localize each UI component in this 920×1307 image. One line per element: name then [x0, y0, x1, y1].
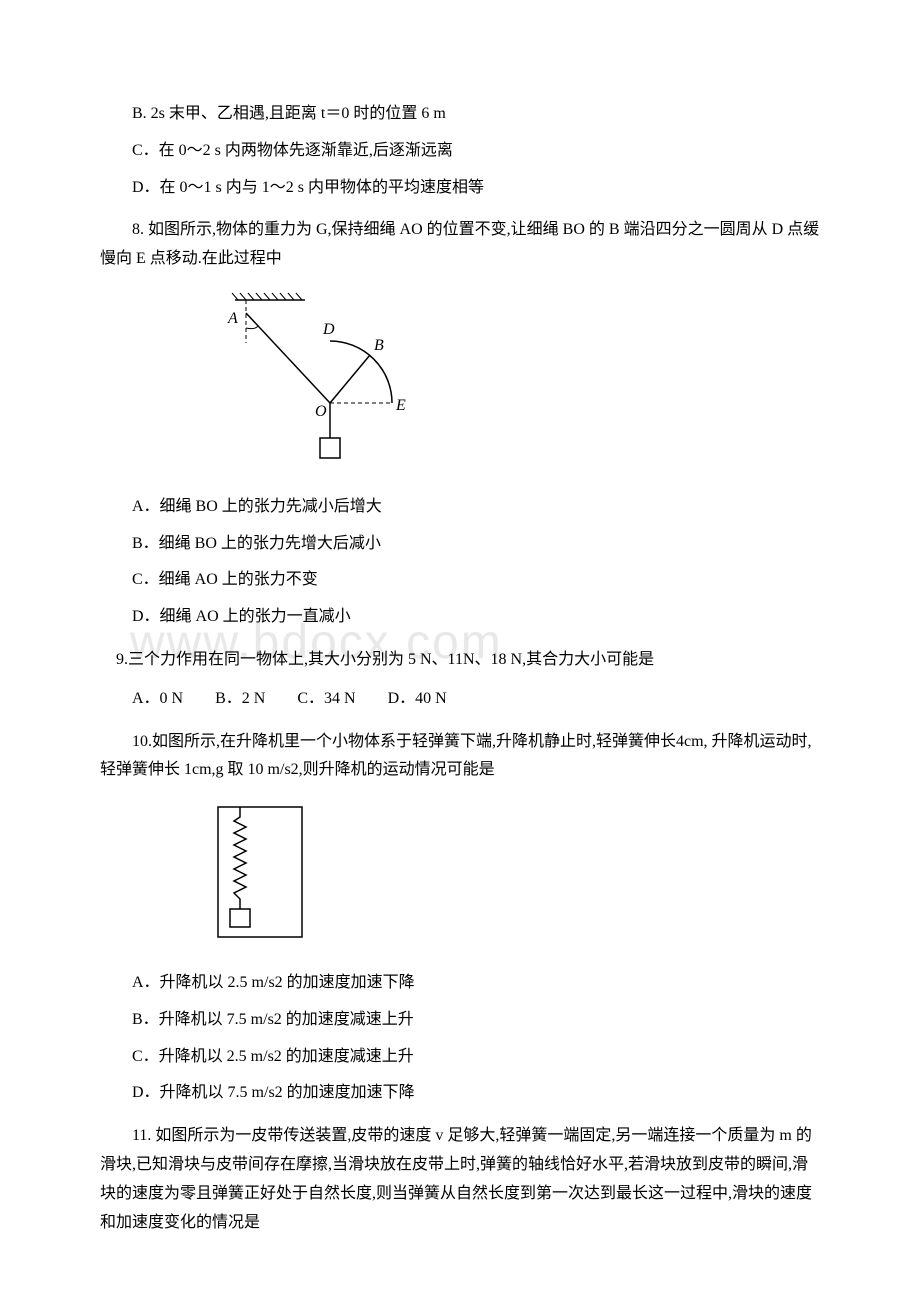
q7-option-d: D．在 0～1 s 内与 1～2 s 内甲物体的平均速度相等: [100, 174, 820, 203]
svg-text:E: E: [395, 397, 406, 414]
q8-svg: A D E B O: [210, 288, 410, 468]
q9-options: A．0 N B．2 N C．34 N D．40 N: [100, 685, 820, 714]
q10-diagram: [210, 799, 820, 955]
svg-text:O: O: [315, 403, 327, 420]
q8-option-c: C．细绳 AO 上的张力不变: [100, 566, 820, 595]
q10-stem: 10.如图所示,在升降机里一个小物体系于轻弹簧下端,升降机静止时,轻弹簧伸长4c…: [100, 728, 820, 786]
q10-svg: [210, 799, 310, 944]
q10-option-d: D．升降机以 7.5 m/s2 的加速度加速下降: [100, 1079, 820, 1108]
q9-stem: 9.三个力作用在同一物体上,其大小分别为 5 N、11N、18 N,其合力大小可…: [100, 646, 820, 675]
q8-diagram: A D E B O: [210, 288, 820, 479]
q10-option-c: C．升降机以 2.5 m/s2 的加速度减速上升: [100, 1043, 820, 1072]
q7-option-c: C．在 0～2 s 内两物体先逐渐靠近,后逐渐远离: [100, 137, 820, 166]
q8-option-b: B．细绳 BO 上的张力先增大后减小: [100, 530, 820, 559]
q11-stem: 11. 如图所示为一皮带传送装置,皮带的速度 v 足够大,轻弹簧一端固定,另一端…: [100, 1122, 820, 1237]
q7-option-b: B. 2s 末甲、乙相遇,且距离 t＝0 时的位置 6 m: [100, 100, 820, 129]
q10-option-a: A．升降机以 2.5 m/s2 的加速度加速下降: [100, 969, 820, 998]
q8-option-d: D．细绳 AO 上的张力一直减小: [100, 603, 820, 632]
q10-option-b: B．升降机以 7.5 m/s2 的加速度减速上升: [100, 1006, 820, 1035]
q8-stem: 8. 如图所示,物体的重力为 G,保持细绳 AO 的位置不变,让细绳 BO 的 …: [100, 216, 820, 274]
q8-option-a: A．细绳 BO 上的张力先减小后增大: [100, 493, 820, 522]
svg-text:D: D: [322, 321, 335, 338]
svg-text:A: A: [227, 310, 238, 327]
svg-text:B: B: [374, 337, 384, 354]
